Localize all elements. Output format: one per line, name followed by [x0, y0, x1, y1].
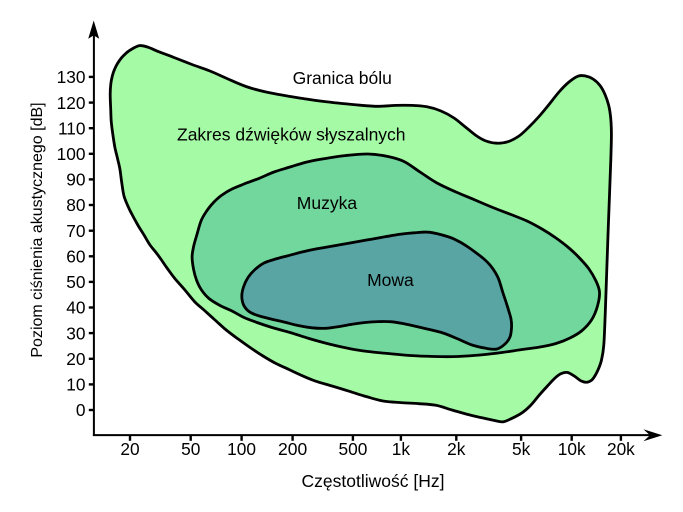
svg-text:Poziom ciśnienia akustycznego: Poziom ciśnienia akustycznego [dB]	[29, 102, 46, 357]
svg-text:Mowa: Mowa	[367, 270, 414, 290]
svg-text:0: 0	[76, 400, 86, 420]
svg-text:Muzyka: Muzyka	[297, 193, 358, 213]
svg-text:20k: 20k	[607, 439, 635, 459]
svg-text:110: 110	[58, 118, 86, 138]
svg-text:50: 50	[181, 439, 200, 459]
svg-text:40: 40	[66, 298, 85, 318]
svg-text:Częstotliwość [Hz]: Częstotliwość [Hz]	[302, 471, 445, 491]
svg-text:70: 70	[66, 221, 85, 241]
svg-text:60: 60	[66, 247, 85, 267]
svg-text:80: 80	[66, 195, 85, 215]
svg-text:10: 10	[66, 375, 85, 395]
svg-text:Zakres dźwięków słyszalnych: Zakres dźwięków słyszalnych	[177, 125, 406, 145]
svg-text:2k: 2k	[447, 439, 466, 459]
svg-text:Granica bólu: Granica bólu	[293, 68, 392, 88]
svg-text:130: 130	[57, 67, 86, 87]
svg-text:1k: 1k	[392, 439, 411, 459]
svg-text:30: 30	[66, 323, 85, 343]
svg-text:200: 200	[278, 439, 307, 459]
svg-text:120: 120	[57, 93, 86, 113]
svg-text:10k: 10k	[558, 439, 586, 459]
svg-text:5k: 5k	[512, 439, 531, 459]
svg-text:100: 100	[57, 144, 86, 164]
svg-text:90: 90	[66, 170, 85, 190]
svg-text:100: 100	[227, 439, 256, 459]
svg-text:20: 20	[66, 349, 85, 369]
svg-text:20: 20	[120, 439, 139, 459]
svg-text:50: 50	[66, 272, 85, 292]
svg-text:500: 500	[338, 439, 367, 459]
